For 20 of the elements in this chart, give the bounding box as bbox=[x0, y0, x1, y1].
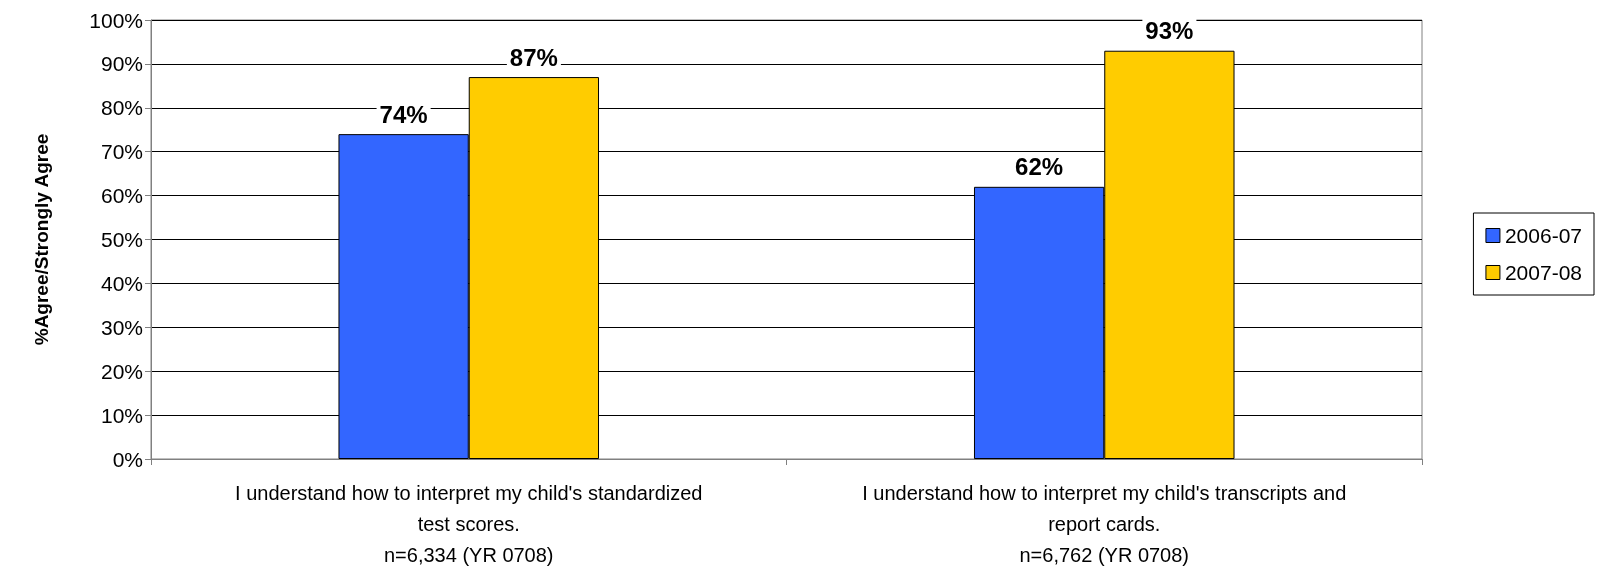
legend-label: 2006-07 bbox=[1504, 224, 1583, 247]
y-axis-title: %Agree/Strongly Agree bbox=[31, 133, 52, 346]
x-tick-label: I understand how to interpret my child's standardized test scores. n=6,334 (YR 0708) bbox=[235, 481, 703, 566]
y-tick-label: 80% bbox=[100, 96, 143, 120]
legend-label: 2007-08 bbox=[1504, 261, 1583, 284]
data-label: 93% bbox=[1145, 17, 1194, 45]
y-tick-label: 30% bbox=[100, 315, 143, 339]
x-tick-label: I understand how to interpret my child's transcripts and report cards. n=6,762 (YR 0708) bbox=[862, 481, 1347, 566]
y-tick-label: 90% bbox=[100, 52, 143, 76]
y-tick-label: 60% bbox=[100, 184, 143, 208]
y-tick-label: 10% bbox=[100, 403, 143, 427]
y-tick-label: 40% bbox=[100, 271, 143, 295]
data-label: 62% bbox=[1015, 153, 1064, 181]
y-tick-label: 50% bbox=[100, 228, 143, 251]
y-tick-label: 100% bbox=[89, 8, 143, 32]
data-label: 74% bbox=[379, 100, 428, 128]
y-tick-label: 0% bbox=[112, 447, 143, 471]
y-tick-label: 20% bbox=[100, 359, 143, 383]
y-tick-label: 70% bbox=[100, 140, 143, 164]
data-label: 87% bbox=[509, 43, 558, 71]
